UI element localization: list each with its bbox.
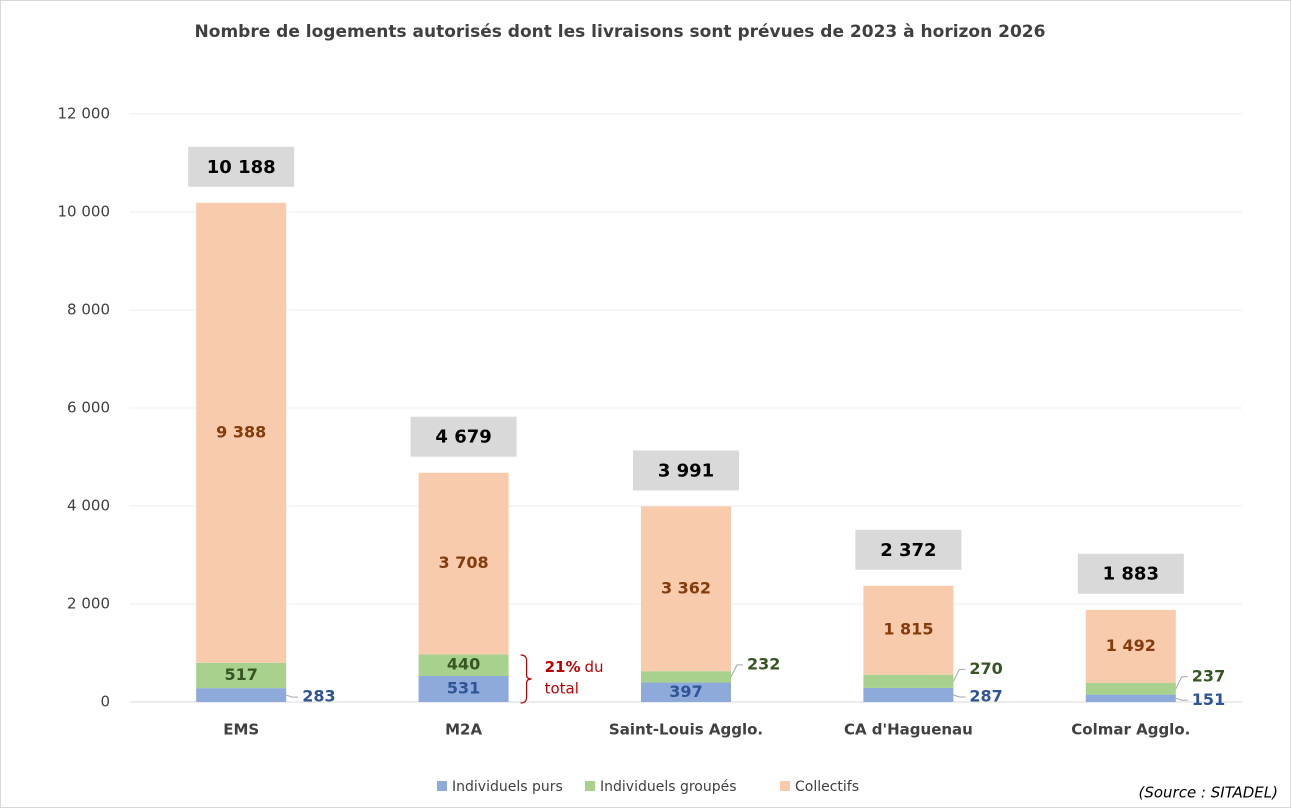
- annotation-text: du: [585, 658, 604, 676]
- data-label: 1 492: [1106, 636, 1156, 655]
- data-label: 151: [1192, 690, 1225, 709]
- leader-line: [953, 694, 966, 698]
- bar-segment: [1085, 609, 1176, 683]
- bar-segment: [418, 675, 509, 702]
- data-label: 287: [969, 686, 1002, 705]
- x-tick-label: M2A: [445, 721, 482, 739]
- y-tick-label: 0: [100, 693, 110, 711]
- y-tick-label: 4 000: [67, 497, 110, 515]
- total-label: 1 883: [1103, 564, 1159, 585]
- data-label: 237: [1192, 666, 1225, 685]
- x-tick-label: Saint-Louis Agglo.: [609, 721, 763, 739]
- x-tick-label: EMS: [223, 721, 259, 739]
- x-tick-label: Colmar Agglo.: [1071, 721, 1190, 739]
- y-tick-label: 8 000: [67, 301, 110, 319]
- total-box: [855, 529, 962, 570]
- legend-swatch: [780, 781, 790, 791]
- source: (Source : SITADEL): [1138, 784, 1278, 802]
- total-label: 3 991: [658, 460, 714, 481]
- bar-segment: [1085, 682, 1176, 695]
- bar-segment: [863, 674, 954, 688]
- legend-label: Individuels groupés: [600, 779, 737, 795]
- data-label: 270: [969, 659, 1002, 678]
- bar-segment: [196, 202, 287, 663]
- data-label: 3 362: [661, 578, 711, 597]
- y-tick-label: 10 000: [58, 203, 111, 221]
- leader-line: [730, 664, 743, 678]
- leader-line: [952, 668, 966, 682]
- annotation-text: total: [545, 680, 579, 698]
- bar-segment: [863, 585, 954, 675]
- bar-segment: [418, 472, 509, 655]
- bar-segment: [641, 671, 731, 683]
- total-box: [633, 450, 739, 491]
- leader-line: [1175, 697, 1188, 701]
- data-label: 517: [224, 665, 257, 684]
- legend-label: Collectifs: [795, 779, 859, 795]
- annotation: 21% du: [545, 658, 604, 676]
- leader-line: [1175, 676, 1188, 690]
- bar-segment: [196, 688, 287, 702]
- chart-title: Nombre de logements autorisés dont les l…: [195, 22, 1046, 42]
- bracket: [520, 654, 532, 704]
- bar-segment: [196, 662, 287, 689]
- total-box: [1077, 553, 1184, 594]
- bar-segment: [641, 506, 731, 672]
- bar-segment: [863, 687, 954, 702]
- total-box: [410, 416, 517, 457]
- x-tick-label: CA d'Haguenau: [844, 721, 973, 739]
- data-label: 397: [669, 682, 702, 701]
- total-label: 2 372: [880, 540, 936, 561]
- total-box: [188, 146, 295, 187]
- annotation-emphasis: 21%: [545, 658, 581, 676]
- y-tick-label: 2 000: [67, 595, 110, 613]
- data-label: 531: [447, 678, 480, 697]
- data-label: 3 708: [439, 553, 489, 572]
- legend-label: Individuels purs: [452, 779, 563, 795]
- data-label: 1 815: [883, 620, 933, 639]
- bar-segment: [1085, 694, 1176, 702]
- total-label: 4 679: [435, 427, 491, 448]
- legend-swatch: [585, 781, 595, 791]
- bar-segment: [641, 682, 731, 702]
- data-label: 232: [747, 654, 780, 673]
- total-label: 10 188: [207, 157, 276, 178]
- data-label: 283: [302, 687, 335, 706]
- leader-line: [286, 694, 299, 698]
- y-tick-label: 6 000: [67, 399, 110, 417]
- bar-segment: [418, 654, 509, 676]
- legend-swatch: [437, 781, 447, 791]
- data-label: 9 388: [216, 422, 266, 441]
- data-label: 440: [447, 655, 480, 674]
- y-tick-label: 12 000: [58, 105, 111, 123]
